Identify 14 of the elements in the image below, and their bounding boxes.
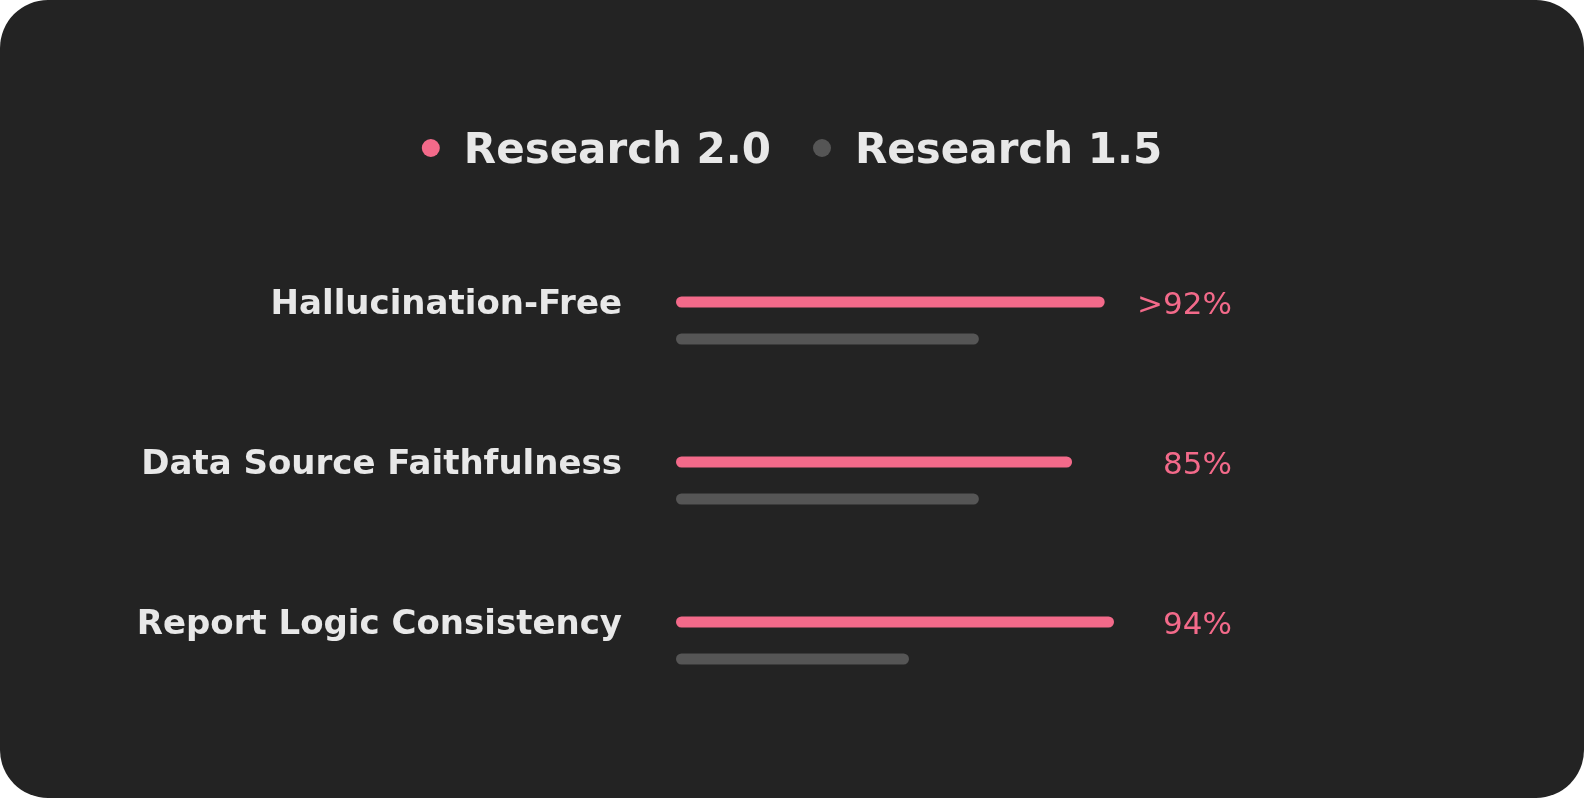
bar (676, 493, 979, 505)
y-tick-label: Data Source Faithfulness (141, 442, 622, 482)
bar (676, 456, 1073, 468)
bar (676, 333, 979, 345)
bar (676, 296, 1105, 308)
bar (676, 653, 909, 665)
data-label: 85% (1163, 445, 1232, 481)
y-tick-label: Hallucination-Free (270, 282, 622, 322)
legend-label: Research 1.5 (855, 124, 1163, 173)
legend-label: Research 2.0 (463, 124, 771, 173)
data-label: >92% (1137, 285, 1232, 321)
data-label: 94% (1163, 605, 1232, 641)
y-tick-label: Report Logic Consistency (136, 602, 622, 642)
bar (676, 616, 1114, 628)
